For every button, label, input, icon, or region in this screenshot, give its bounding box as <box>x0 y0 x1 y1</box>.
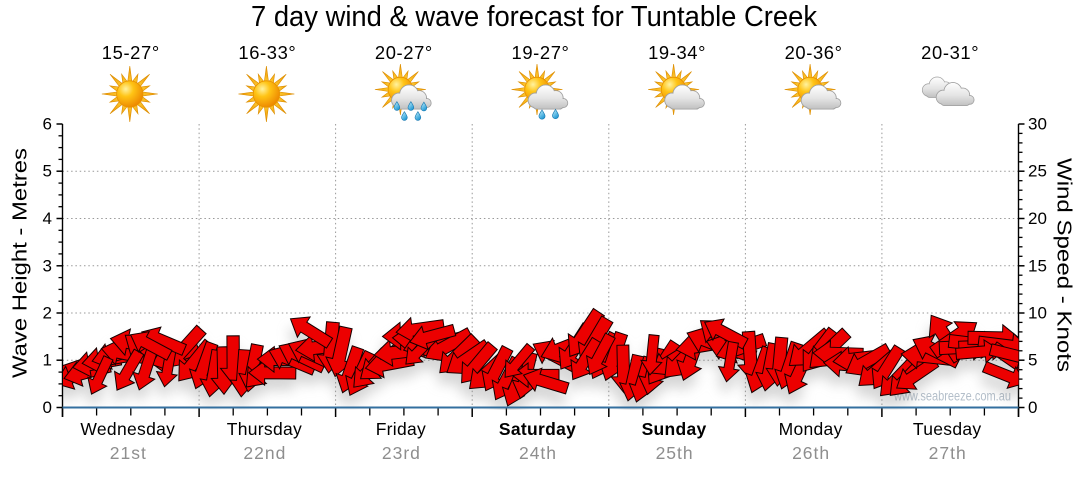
svg-text:2: 2 <box>43 304 52 323</box>
svg-text:19-34°: 19-34° <box>648 43 706 63</box>
svg-text:www.seabreeze.com.au: www.seabreeze.com.au <box>893 389 1011 404</box>
svg-text:Wave Height - Metres: Wave Height - Metres <box>9 148 32 378</box>
svg-text:Friday: Friday <box>376 419 426 439</box>
svg-text:Tuesday: Tuesday <box>913 419 982 439</box>
svg-text:20-27°: 20-27° <box>375 43 433 63</box>
svg-text:Sunday: Sunday <box>642 419 707 439</box>
svg-text:30: 30 <box>1028 115 1047 134</box>
svg-text:24th: 24th <box>519 443 557 463</box>
svg-text:Wind Speed - Knots: Wind Speed - Knots <box>1053 158 1076 372</box>
svg-text:15: 15 <box>1028 256 1047 275</box>
svg-text:Monday: Monday <box>779 419 843 439</box>
svg-text:20-31°: 20-31° <box>921 43 979 63</box>
svg-text:23rd: 23rd <box>382 443 421 463</box>
svg-text:25th: 25th <box>656 443 694 463</box>
svg-text:16-33°: 16-33° <box>238 43 296 63</box>
svg-text:4: 4 <box>43 209 52 228</box>
svg-text:0: 0 <box>43 398 52 417</box>
svg-text:20: 20 <box>1028 209 1047 228</box>
svg-text:10: 10 <box>1028 304 1047 323</box>
svg-text:26th: 26th <box>792 443 830 463</box>
svg-text:25: 25 <box>1028 162 1047 181</box>
svg-text:Wednesday: Wednesday <box>80 419 175 439</box>
svg-text:Thursday: Thursday <box>227 419 302 439</box>
svg-text:6: 6 <box>43 115 52 134</box>
svg-text:1: 1 <box>43 351 52 370</box>
svg-text:5: 5 <box>43 162 52 181</box>
svg-text:5: 5 <box>1028 351 1037 370</box>
svg-text:19-27°: 19-27° <box>512 43 570 63</box>
svg-text:27th: 27th <box>929 443 967 463</box>
svg-text:Saturday: Saturday <box>499 419 576 439</box>
svg-text:15-27°: 15-27° <box>102 43 160 63</box>
svg-text:0: 0 <box>1028 398 1037 417</box>
svg-text:20-36°: 20-36° <box>785 43 843 63</box>
svg-text:21st: 21st <box>110 443 147 463</box>
svg-text:3: 3 <box>43 256 52 275</box>
svg-text:7 day wind & wave forecast for: 7 day wind & wave forecast for Tuntable … <box>251 1 817 33</box>
svg-text:22nd: 22nd <box>243 443 286 463</box>
